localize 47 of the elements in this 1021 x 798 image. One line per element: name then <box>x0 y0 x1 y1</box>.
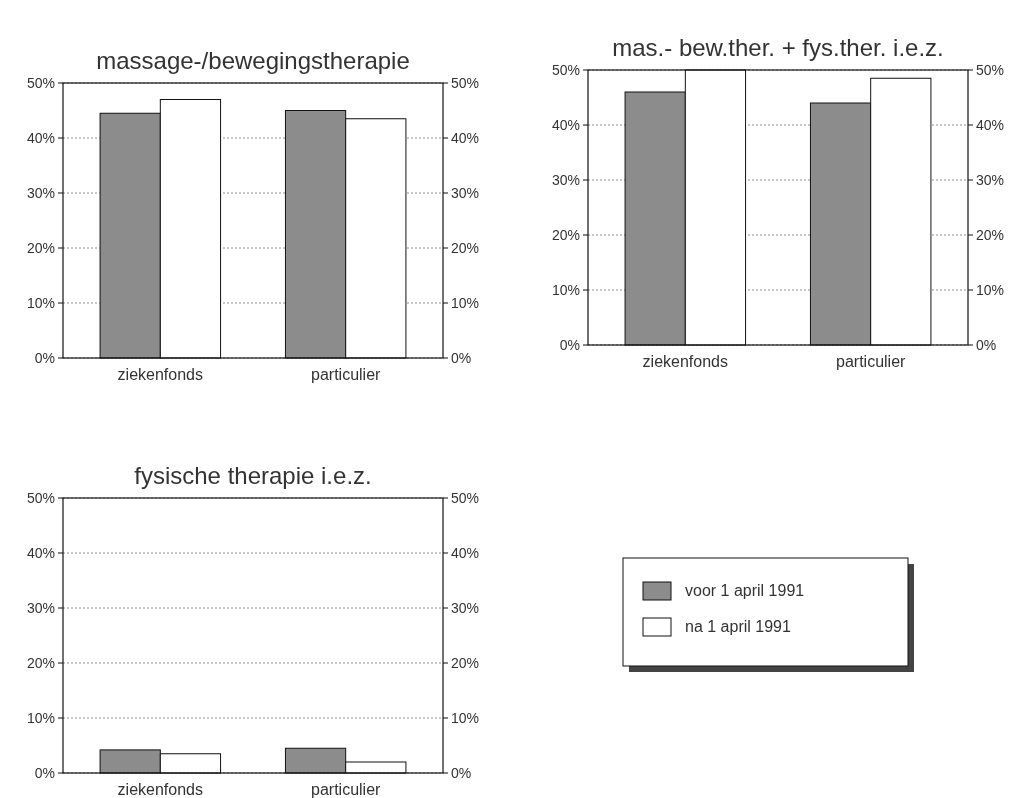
x-tick-label: ziekenfonds <box>642 353 729 370</box>
y-tick-label: 50% <box>26 74 55 91</box>
y-tick-label: 30% <box>551 171 580 188</box>
x-tick-label: particulier <box>311 781 382 798</box>
y2-tick-label: 40% <box>976 116 1005 133</box>
y-tick-label: 0% <box>559 336 580 353</box>
y2-tick-label: 50% <box>451 489 480 506</box>
y2-tick-label: 30% <box>976 171 1005 188</box>
chart-title: massage-/bewegingstherapie <box>96 47 410 74</box>
y-tick-label: 50% <box>551 61 580 78</box>
y-tick-label: 40% <box>26 129 55 146</box>
x-tick-label: ziekenfonds <box>117 366 204 383</box>
y-tick-label: 0% <box>34 349 55 366</box>
legend-label: voor 1 april 1991 <box>685 582 805 599</box>
y2-tick-label: 20% <box>976 226 1005 243</box>
y2-tick-label: 0% <box>451 764 472 781</box>
chart-title: fysische therapie i.e.z. <box>134 462 372 489</box>
chart-title: mas.- bew.ther. + fys.ther. i.e.z. <box>612 34 944 61</box>
x-tick-label: particulier <box>836 353 907 370</box>
y2-tick-label: 30% <box>451 599 480 616</box>
y-tick-label: 40% <box>26 544 55 561</box>
y-tick-label: 30% <box>26 184 55 201</box>
y2-tick-label: 50% <box>976 61 1005 78</box>
y-tick-label: 20% <box>551 226 580 243</box>
y2-tick-label: 40% <box>451 129 480 146</box>
y-tick-label: 20% <box>26 654 55 671</box>
y2-tick-label: 30% <box>451 184 480 201</box>
y2-tick-label: 10% <box>451 709 480 726</box>
y-tick-label: 40% <box>551 116 580 133</box>
y2-tick-label: 20% <box>451 654 480 671</box>
x-tick-label: particulier <box>311 366 382 383</box>
y-tick-label: 30% <box>26 599 55 616</box>
y2-tick-label: 50% <box>451 74 480 91</box>
y2-tick-label: 40% <box>451 544 480 561</box>
y-tick-label: 20% <box>26 239 55 256</box>
y2-tick-label: 10% <box>451 294 480 311</box>
x-tick-label: ziekenfonds <box>117 781 204 798</box>
y-tick-label: 10% <box>26 294 55 311</box>
y2-tick-label: 20% <box>451 239 480 256</box>
y-tick-label: 10% <box>551 281 580 298</box>
y2-tick-label: 10% <box>976 281 1005 298</box>
y-tick-label: 50% <box>26 489 55 506</box>
y2-tick-label: 0% <box>976 336 997 353</box>
y-tick-label: 0% <box>34 764 55 781</box>
legend-label: na 1 april 1991 <box>685 618 791 635</box>
y-tick-label: 10% <box>26 709 55 726</box>
y2-tick-label: 0% <box>451 349 472 366</box>
